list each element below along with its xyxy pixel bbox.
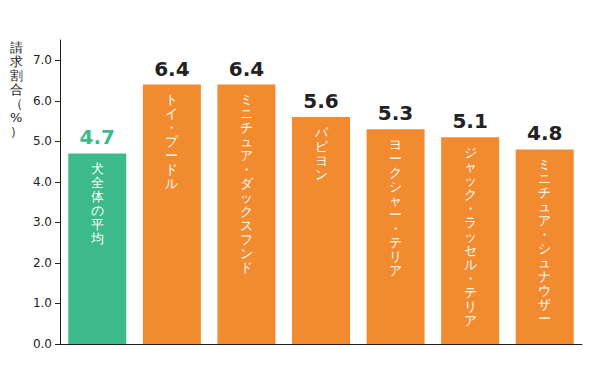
- svg-text:合: 合: [10, 82, 23, 97]
- svg-text:6.4: 6.4: [229, 57, 264, 81]
- svg-text:ル: ル: [464, 257, 477, 272]
- svg-text:平: 平: [91, 217, 104, 232]
- svg-text:の: の: [91, 203, 104, 218]
- svg-text:シ: シ: [538, 241, 551, 256]
- svg-text:%: %: [10, 110, 22, 125]
- svg-text:リ: リ: [464, 299, 477, 314]
- svg-text:4.7: 4.7: [80, 125, 115, 149]
- svg-text:パ: パ: [314, 125, 329, 140]
- svg-text:ミ: ミ: [240, 92, 253, 107]
- svg-text:全: 全: [91, 175, 104, 190]
- svg-text:ン: ン: [315, 167, 328, 182]
- svg-text:ー: ー: [389, 151, 402, 166]
- svg-text:・: ・: [538, 227, 551, 242]
- svg-text:ヨ: ヨ: [389, 137, 402, 152]
- svg-text:・: ・: [464, 271, 477, 286]
- svg-text:ト: ト: [165, 92, 178, 107]
- svg-text:・: ・: [165, 120, 178, 135]
- svg-text:4.0: 4.0: [33, 175, 52, 189]
- svg-text:1.0: 1.0: [33, 296, 52, 310]
- svg-text:ア: ア: [240, 148, 253, 163]
- svg-text:ク: ク: [389, 165, 402, 180]
- svg-text:ル: ル: [165, 176, 178, 191]
- svg-text:ニ: ニ: [240, 106, 253, 121]
- svg-text:ャ: ャ: [389, 193, 402, 208]
- svg-text:ク: ク: [240, 204, 253, 219]
- svg-text:6.0: 6.0: [33, 94, 52, 108]
- svg-text:均: 均: [90, 231, 104, 246]
- svg-text:犬: 犬: [91, 161, 104, 176]
- svg-text:4.8: 4.8: [527, 121, 562, 145]
- svg-text:7.0: 7.0: [33, 53, 52, 67]
- svg-text:プ: プ: [165, 134, 179, 149]
- svg-text:セ: セ: [464, 243, 477, 258]
- svg-text:求: 求: [10, 54, 23, 69]
- svg-text:ザ: ザ: [538, 297, 551, 312]
- svg-text:ジ: ジ: [464, 145, 477, 160]
- svg-text:ア: ア: [464, 313, 477, 328]
- svg-text:テ: テ: [464, 285, 477, 300]
- svg-text:ウ: ウ: [538, 283, 551, 298]
- svg-text:ナ: ナ: [538, 269, 551, 284]
- svg-text:）: ）: [10, 124, 23, 139]
- svg-text:ダ: ダ: [240, 176, 254, 191]
- svg-text:ヨ: ヨ: [315, 153, 328, 168]
- svg-text:・: ・: [240, 162, 253, 177]
- svg-text:ッ: ッ: [464, 173, 477, 188]
- svg-text:ド: ド: [240, 260, 253, 275]
- svg-text:ー: ー: [389, 207, 402, 222]
- svg-text:ピ: ピ: [315, 139, 328, 154]
- svg-text:3.0: 3.0: [33, 215, 52, 229]
- svg-text:フ: フ: [240, 232, 253, 247]
- svg-text:ャ: ャ: [464, 159, 477, 174]
- svg-text:・: ・: [389, 221, 402, 236]
- svg-text:チ: チ: [240, 120, 253, 135]
- svg-text:シ: シ: [389, 179, 402, 194]
- svg-text:請: 請: [10, 40, 23, 55]
- svg-text:6.4: 6.4: [154, 57, 189, 81]
- svg-text:5.0: 5.0: [33, 134, 52, 148]
- svg-text:ー: ー: [538, 311, 551, 326]
- svg-text:イ: イ: [165, 106, 178, 121]
- svg-text:ク: ク: [464, 187, 477, 202]
- svg-text:割: 割: [10, 68, 23, 83]
- svg-text:ッ: ッ: [464, 229, 477, 244]
- svg-text:ド: ド: [165, 162, 178, 177]
- svg-text:5.6: 5.6: [303, 89, 338, 113]
- svg-text:ュ: ュ: [538, 199, 551, 214]
- svg-text:ン: ン: [240, 246, 253, 261]
- svg-text:・: ・: [464, 201, 477, 216]
- svg-text:2.0: 2.0: [33, 256, 52, 270]
- svg-text:0.0: 0.0: [33, 337, 52, 351]
- svg-text:ア: ア: [389, 263, 402, 278]
- svg-text:ラ: ラ: [464, 215, 477, 230]
- svg-text:ュ: ュ: [538, 255, 551, 270]
- svg-text:5.1: 5.1: [452, 109, 487, 133]
- svg-text:5.3: 5.3: [378, 101, 413, 125]
- svg-text:ス: ス: [240, 218, 253, 233]
- svg-text:ア: ア: [538, 213, 551, 228]
- svg-text:ニ: ニ: [538, 171, 551, 186]
- svg-text:ー: ー: [165, 148, 178, 163]
- svg-text:ュ: ュ: [240, 134, 253, 149]
- svg-text:ッ: ッ: [240, 190, 253, 205]
- svg-text:チ: チ: [538, 185, 551, 200]
- svg-text:（: （: [10, 96, 23, 111]
- svg-text:ミ: ミ: [538, 157, 551, 172]
- svg-text:テ: テ: [389, 235, 402, 250]
- svg-text:体: 体: [91, 189, 104, 204]
- svg-text:リ: リ: [389, 249, 402, 264]
